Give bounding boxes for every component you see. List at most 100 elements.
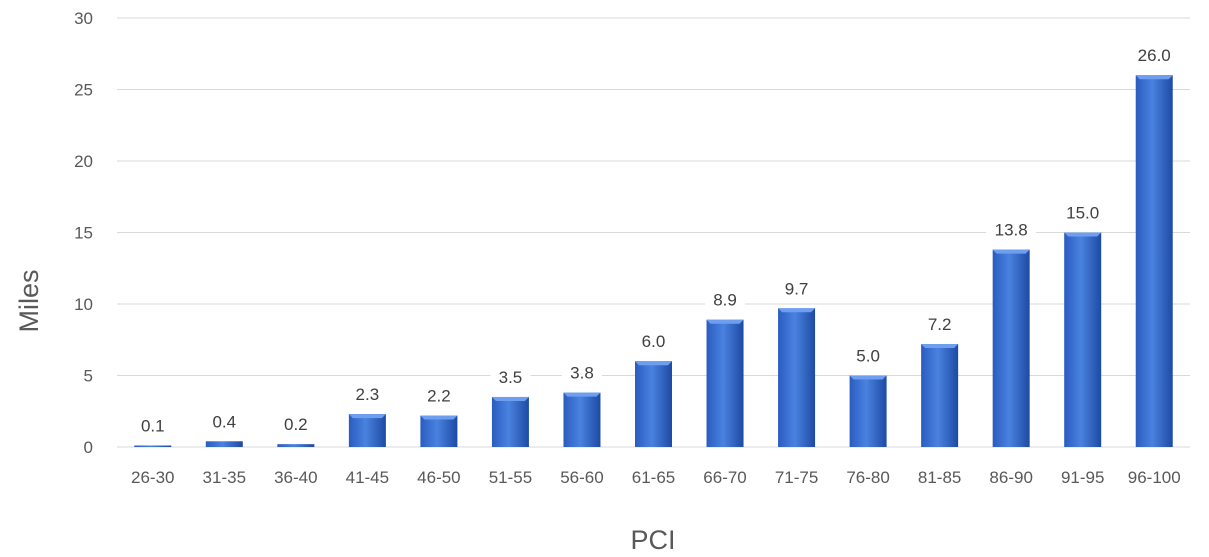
bar-bevel bbox=[849, 375, 887, 380]
bar-body bbox=[491, 396, 529, 447]
x-tick-label: 86-90 bbox=[989, 468, 1032, 487]
data-label-background bbox=[919, 314, 960, 337]
x-tick-label: 81-85 bbox=[918, 468, 961, 487]
bar-bevel bbox=[1135, 75, 1173, 80]
data-label-background bbox=[204, 411, 245, 434]
data-label-background bbox=[561, 362, 602, 385]
bar-body bbox=[348, 414, 386, 447]
x-tick-label: 31-35 bbox=[203, 468, 246, 487]
y-tick-label: 25 bbox=[74, 81, 93, 100]
data-label: 0.2 bbox=[284, 415, 308, 434]
data-label: 0.1 bbox=[141, 417, 165, 436]
y-axis-ticks: 0 5 10 15 20 25 30 bbox=[74, 9, 93, 457]
y-tick-label: 30 bbox=[74, 9, 93, 28]
bar-bevel bbox=[1064, 232, 1102, 237]
bar-body bbox=[277, 444, 315, 447]
bar bbox=[348, 414, 386, 447]
x-tick-label: 46-50 bbox=[417, 468, 460, 487]
bar-body bbox=[1135, 75, 1173, 447]
data-label-background bbox=[1129, 45, 1180, 68]
x-tick-label: 91-95 bbox=[1061, 468, 1104, 487]
x-axis-ticks: 26-30 31-35 36-40 41-45 46-50 51-55 56-60 61-65… bbox=[131, 468, 1181, 487]
bar-body bbox=[420, 415, 458, 447]
data-label: 6.0 bbox=[642, 332, 666, 351]
y-tick-label: 0 bbox=[84, 438, 93, 457]
bar bbox=[277, 444, 315, 447]
x-tick-label: 56-60 bbox=[560, 468, 603, 487]
y-tick-label: 20 bbox=[74, 152, 93, 171]
bar bbox=[921, 344, 959, 447]
bars bbox=[134, 75, 1173, 447]
x-tick-label: 61-65 bbox=[632, 468, 675, 487]
data-label: 15.0 bbox=[1066, 204, 1099, 223]
gridlines bbox=[117, 17, 1190, 448]
data-label: 3.5 bbox=[499, 368, 523, 387]
x-tick-label: 36-40 bbox=[274, 468, 317, 487]
y-tick-label: 10 bbox=[74, 295, 93, 314]
bar bbox=[205, 441, 243, 447]
bar-bevel bbox=[563, 392, 601, 397]
data-label-background bbox=[132, 415, 173, 438]
bar-body bbox=[1064, 232, 1102, 447]
data-label: 7.2 bbox=[928, 315, 952, 334]
x-tick-label: 96-100 bbox=[1128, 468, 1181, 487]
bar-body bbox=[134, 445, 172, 447]
data-label: 26.0 bbox=[1138, 46, 1171, 65]
bar bbox=[849, 375, 887, 447]
data-label: 5.0 bbox=[856, 347, 880, 366]
bar bbox=[778, 308, 816, 447]
x-tick-label: 41-45 bbox=[346, 468, 389, 487]
bar-bevel bbox=[420, 415, 458, 420]
x-axis-title: PCI bbox=[630, 525, 675, 555]
data-label-background bbox=[633, 331, 674, 354]
bar bbox=[1135, 75, 1173, 447]
y-axis-title: Miles bbox=[14, 269, 44, 332]
x-tick-label: 26-30 bbox=[131, 468, 174, 487]
data-label-background bbox=[490, 366, 531, 389]
bar-bevel bbox=[706, 319, 744, 324]
bar bbox=[706, 319, 744, 447]
y-tick-label: 5 bbox=[84, 367, 93, 386]
bar bbox=[563, 392, 601, 447]
bar bbox=[134, 445, 172, 447]
bar-body bbox=[563, 392, 601, 447]
bar-bevel bbox=[992, 249, 1030, 254]
data-label: 8.9 bbox=[713, 291, 737, 310]
bar bbox=[635, 361, 672, 447]
x-tick-label: 66-70 bbox=[703, 468, 746, 487]
y-tick-label: 15 bbox=[74, 224, 93, 243]
data-label: 2.3 bbox=[356, 385, 380, 404]
bar bbox=[1064, 232, 1102, 447]
data-label: 3.8 bbox=[570, 364, 594, 383]
bar-bevel bbox=[921, 344, 959, 349]
data-label: 13.8 bbox=[995, 221, 1028, 240]
data-label-background bbox=[776, 278, 817, 301]
x-tick-label: 71-75 bbox=[775, 468, 818, 487]
data-label: 2.2 bbox=[427, 387, 451, 406]
bar-body bbox=[849, 375, 887, 447]
x-tick-label: 51-55 bbox=[489, 468, 532, 487]
data-label-background bbox=[418, 385, 459, 408]
x-tick-label: 76-80 bbox=[846, 468, 889, 487]
data-label-background bbox=[848, 345, 889, 368]
bar-bevel bbox=[778, 308, 816, 313]
bar bbox=[992, 249, 1030, 447]
bar-body bbox=[706, 319, 744, 447]
data-label: 9.7 bbox=[785, 279, 809, 298]
data-label-background bbox=[986, 219, 1037, 242]
data-label-background bbox=[347, 384, 388, 407]
data-label-background bbox=[275, 414, 316, 437]
bar-body bbox=[205, 441, 243, 447]
bar-body bbox=[778, 308, 816, 447]
bar bbox=[420, 415, 458, 447]
bar-body bbox=[921, 344, 959, 447]
bar-body bbox=[992, 249, 1030, 447]
bar bbox=[491, 396, 529, 447]
bar-bevel bbox=[491, 396, 529, 401]
bar-bevel bbox=[635, 361, 672, 366]
data-label: 0.4 bbox=[212, 412, 236, 431]
bar-body bbox=[635, 361, 672, 447]
data-labels: 0.1 0.4 0.2 2.3 2.2 3.5 3.8 6.0 8.9 9.7 5.0 7.2 13.8… bbox=[132, 45, 1180, 438]
data-label-background bbox=[705, 289, 746, 312]
